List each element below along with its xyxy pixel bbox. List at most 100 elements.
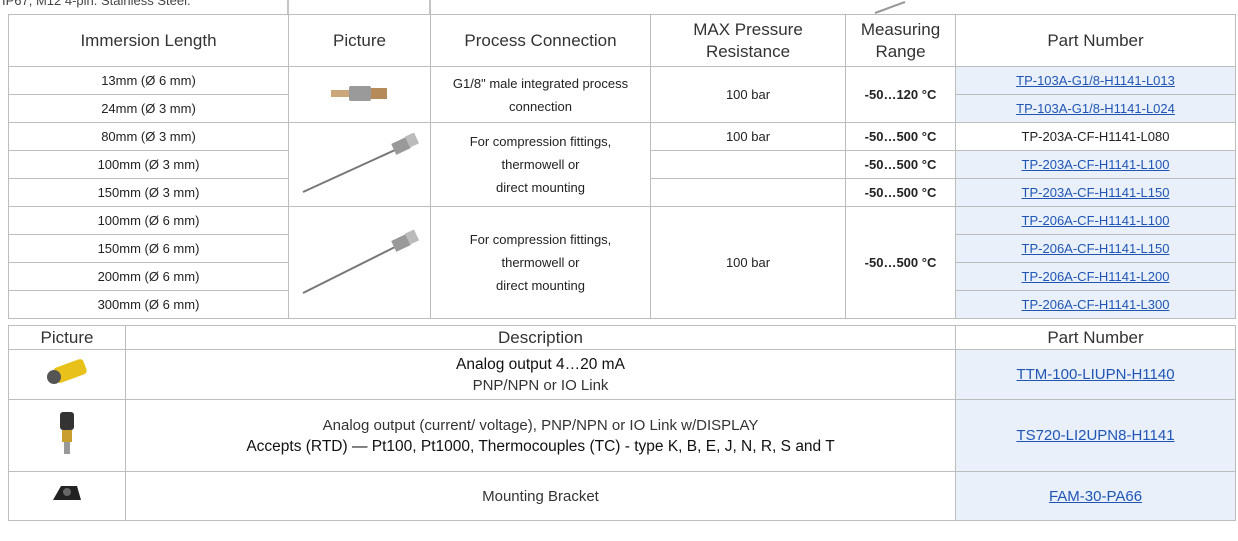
header: MAX Pressure Resistance — [650, 14, 846, 67]
line: For compression fittings, — [469, 232, 612, 247]
header: Part Number — [955, 14, 1236, 67]
description: Analog output (current/ voltage), PNP/NP… — [125, 399, 956, 472]
range: -50…120 °C — [845, 66, 956, 123]
line: Mounting Bracket — [482, 487, 599, 505]
part-link[interactable]: TP-206A-CF-H1141-L100 — [1021, 213, 1170, 228]
part-number: TP-203A-CF-H1141-L100 — [955, 150, 1236, 179]
part-number: TP-203A-CF-H1141-L080 — [955, 122, 1236, 151]
picture — [288, 206, 431, 319]
display-sensor-icon — [60, 411, 74, 454]
range: -50…500 °C — [845, 150, 956, 179]
pressure: 100 bar — [650, 66, 846, 123]
row: 100mm (Ø 6 mm) For compression fittings,… — [8, 206, 1236, 319]
header: Picture — [8, 325, 126, 350]
length: 200mm (Ø 6 mm) — [8, 262, 289, 291]
pressure — [650, 178, 846, 207]
line: Analog output 4…20 mA — [456, 355, 625, 373]
part-link[interactable]: TS720-LI2UPN8-H1141 — [1016, 427, 1175, 444]
row: Mounting Bracket FAM-30-PA66 — [8, 471, 1236, 521]
header: Description — [125, 325, 956, 350]
picture — [8, 399, 126, 472]
length: 80mm (Ø 3 mm) — [8, 122, 289, 151]
row: Analog output 4…20 mA PNP/NPN or IO Link … — [8, 349, 1236, 400]
length: 150mm (Ø 3 mm) — [8, 178, 289, 207]
process-connection: For compression fittings, thermowell or di… — [430, 206, 651, 319]
probe-icon — [302, 229, 419, 294]
header: Immersion Length — [8, 14, 289, 67]
part-link[interactable]: TP-103A-G1/8-H1141-L013 — [1016, 73, 1175, 88]
part-link[interactable]: TP-206A-CF-H1141-L150 — [1021, 241, 1170, 256]
part-link[interactable]: TP-203A-CF-H1141-L150 — [1021, 185, 1170, 200]
length: 13mm (Ø 6 mm) — [8, 66, 289, 95]
part-number: TS720-LI2UPN8-H1141 — [955, 399, 1236, 472]
range: -50…500 °C — [845, 206, 956, 319]
part-number: TP-103A-G1/8-H1141-L024 — [955, 94, 1236, 123]
row: 100mm (Ø 3 mm) -50…500 °C TP-203A-CF-H11… — [8, 150, 1236, 179]
picture — [8, 471, 126, 521]
part-number: TP-206A-CF-H1141-L100 — [955, 206, 1236, 235]
bracket-icon — [53, 486, 81, 500]
line: PNP/NPN or IO Link — [472, 376, 609, 394]
length: 24mm (Ø 3 mm) — [8, 94, 289, 123]
line: thermowell or — [501, 255, 580, 270]
part-number: TP-103A-G1/8-H1141-L013 — [955, 66, 1236, 95]
header: Part Number — [955, 325, 1236, 350]
pressure: 100 bar — [650, 206, 846, 319]
process-connection: For compression fittings, thermowell or di… — [430, 122, 651, 207]
line: connection — [509, 98, 572, 114]
part-number: TP-206A-CF-H1141-L300 — [955, 290, 1236, 319]
sensor-icon — [330, 86, 387, 101]
description: Mounting Bracket — [125, 471, 956, 521]
part-link[interactable]: TP-103A-G1/8-H1141-L024 — [1016, 101, 1175, 116]
header-line: Measuring — [860, 19, 941, 39]
part-link[interactable]: TP-206A-CF-H1141-L300 — [1021, 297, 1170, 312]
part-link[interactable]: TP-203A-CF-H1141-L100 — [1021, 157, 1170, 172]
part-number: TTM-100-LIUPN-H1140 — [955, 349, 1236, 400]
header-line: Range — [875, 41, 926, 61]
row: 24mm (Ø 3 mm) TP-103A-G1/8-H1141-L024 — [8, 94, 1236, 123]
description: Analog output 4…20 mA PNP/NPN or IO Link — [125, 349, 956, 400]
row: 13mm (Ø 6 mm) G1/8" male integrated proc… — [8, 66, 1236, 123]
range: -50…500 °C — [845, 122, 956, 151]
pressure — [650, 150, 846, 179]
line: direct mounting — [496, 180, 585, 195]
row: 150mm (Ø 3 mm) -50…500 °C TP-203A-CF-H11… — [8, 178, 1236, 207]
picture — [288, 66, 431, 123]
length: 300mm (Ø 6 mm) — [8, 290, 289, 319]
probe-icon — [302, 132, 419, 193]
decoration — [287, 0, 906, 14]
header-row: Picture Description Part Number — [8, 325, 1236, 350]
length: 100mm (Ø 6 mm) — [8, 206, 289, 235]
picture — [8, 349, 126, 400]
part-number: TP-206A-CF-H1141-L200 — [955, 262, 1236, 291]
line: thermowell or — [501, 157, 580, 172]
part-text: TP-203A-CF-H1141-L080 — [1021, 129, 1170, 144]
header: Process Connection — [430, 14, 651, 67]
row: 200mm (Ø 6 mm) TP-206A-CF-H1141-L200 — [8, 262, 1236, 291]
header-line: MAX Pressure — [693, 19, 803, 39]
header-line: Resistance — [705, 41, 791, 61]
part-link[interactable]: TP-206A-CF-H1141-L200 — [1021, 269, 1170, 284]
intro-text: IP67, M12 4-pin. Stainless Steel. — [2, 0, 191, 8]
range: -50…500 °C — [845, 178, 956, 207]
line: G1/8" male integrated process — [452, 75, 629, 91]
row: 300mm (Ø 6 mm) TP-206A-CF-H1141-L300 — [8, 290, 1236, 319]
header: Picture — [288, 14, 431, 67]
part-link[interactable]: TTM-100-LIUPN-H1140 — [1016, 366, 1175, 383]
header: Measuring Range — [845, 14, 956, 67]
part-number: TP-203A-CF-H1141-L150 — [955, 178, 1236, 207]
line: Analog output (current/ voltage), PNP/NP… — [322, 416, 759, 434]
part-number: TP-206A-CF-H1141-L150 — [955, 234, 1236, 263]
part-link[interactable]: FAM-30-PA66 — [1048, 487, 1143, 505]
length: 100mm (Ø 3 mm) — [8, 150, 289, 179]
row: 80mm (Ø 3 mm) For compression fittings, t… — [8, 122, 1236, 207]
arrow-tip — [874, 1, 906, 14]
line: For compression fittings, — [469, 134, 612, 149]
part-number: FAM-30-PA66 — [955, 471, 1236, 521]
transmitter-icon — [47, 358, 87, 384]
line: direct mounting — [496, 278, 585, 293]
sensor-table: Immersion Length Picture Process Connect… — [8, 14, 1236, 319]
length: 150mm (Ø 6 mm) — [8, 234, 289, 263]
process-connection: G1/8" male integrated process connection — [430, 66, 651, 123]
